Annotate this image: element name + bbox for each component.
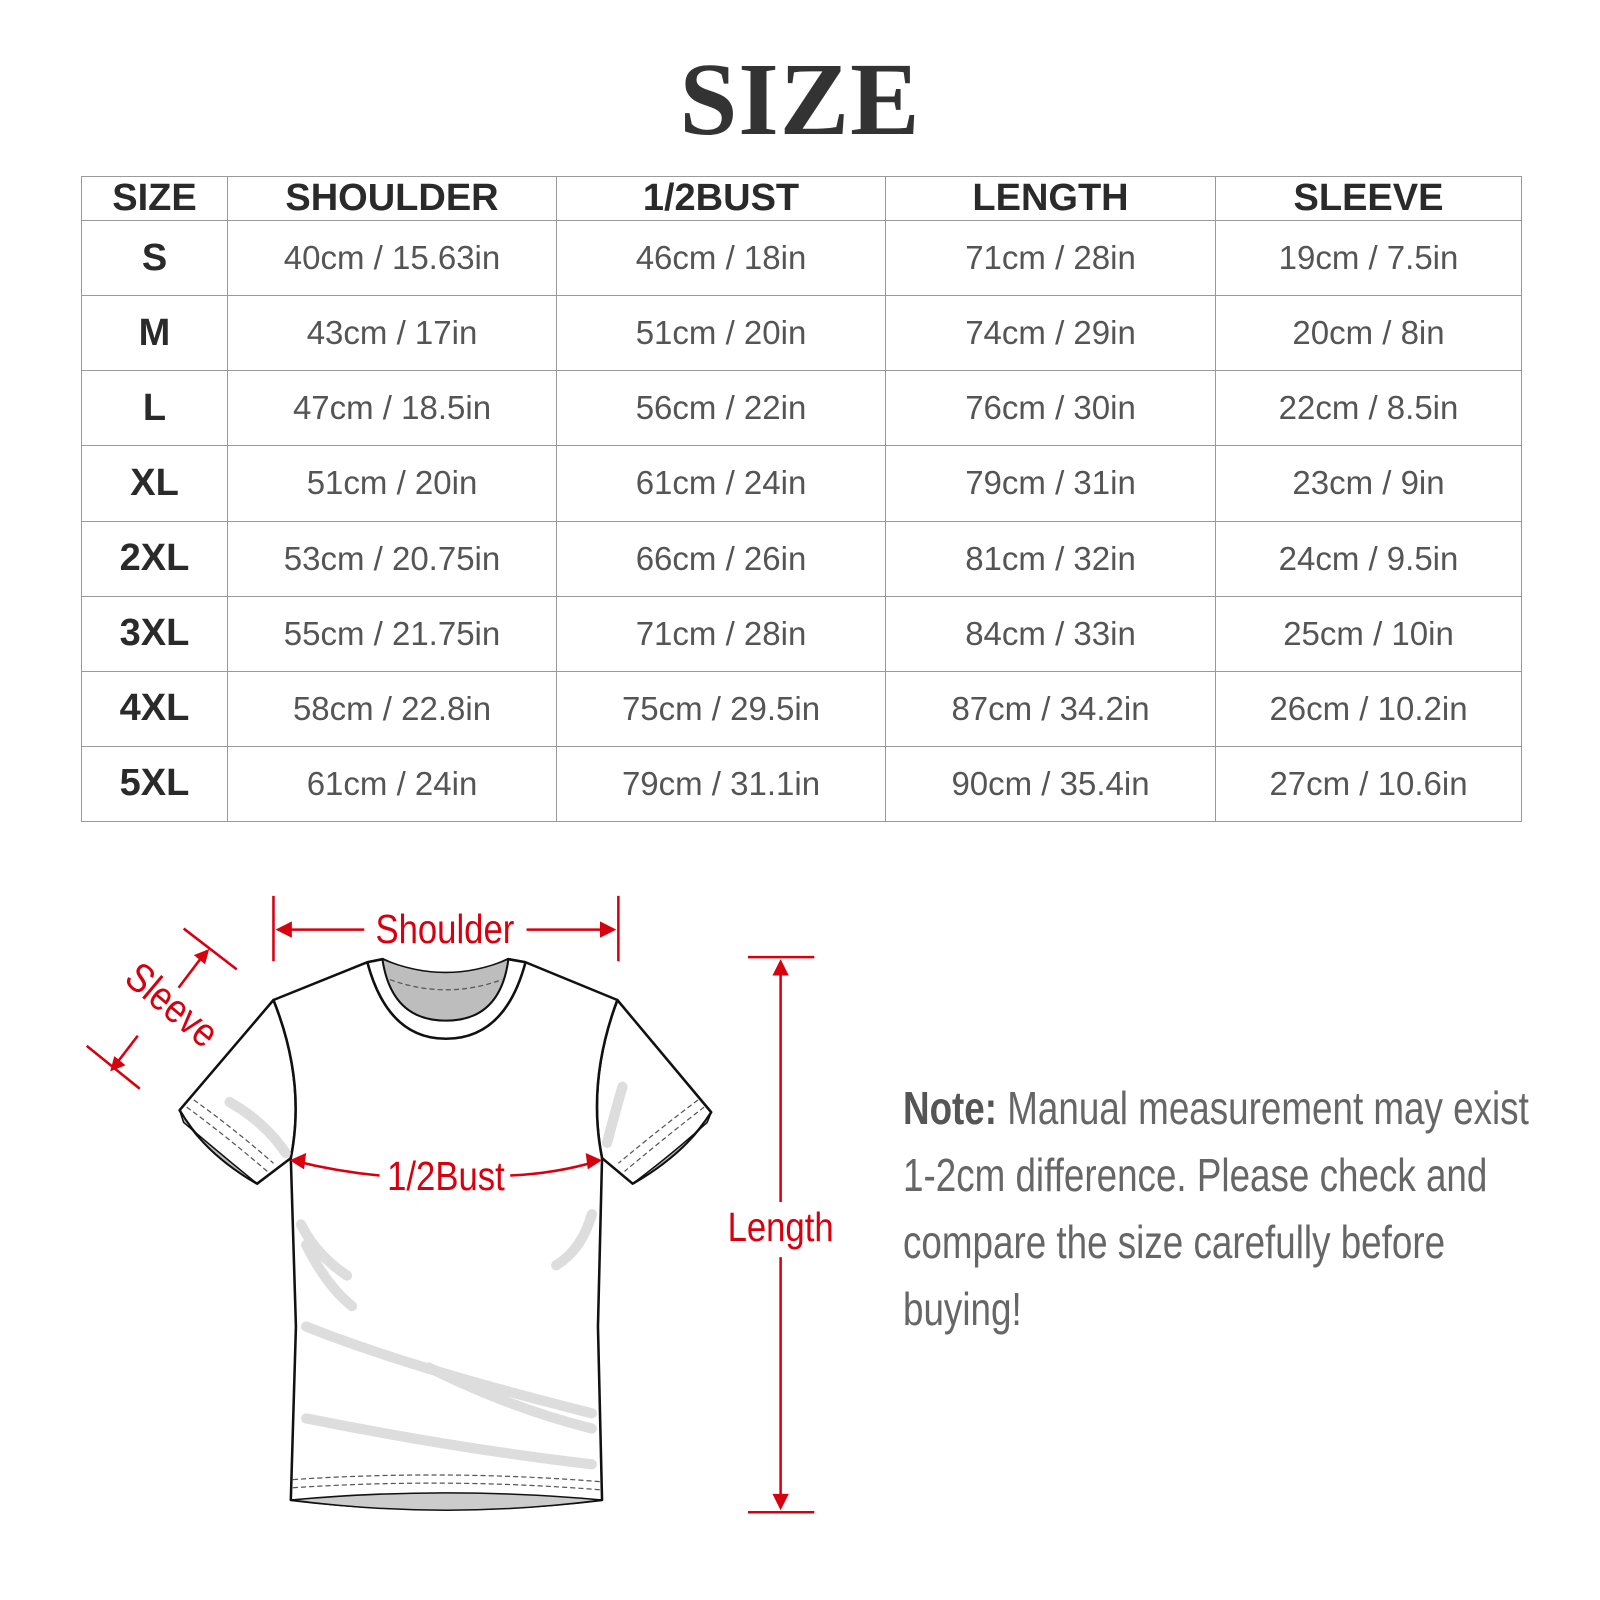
- measurement-cell: 27cm / 10.6in: [1215, 745, 1522, 823]
- measurement-cell: 22cm / 8.5in: [1215, 370, 1522, 447]
- size-cell: S: [81, 219, 228, 297]
- measurement-arrows: [85, 895, 815, 1514]
- shoulder-label: Shoulder: [375, 907, 514, 952]
- note-body: Manual measurement may exist 1-2cm diffe…: [903, 1082, 1529, 1335]
- measurement-cell: 43cm / 17in: [227, 295, 557, 372]
- measurement-cell: 90cm / 35.4in: [885, 745, 1216, 823]
- column-header: LENGTH: [885, 176, 1216, 221]
- measurement-cell: 61cm / 24in: [227, 745, 557, 823]
- measurement-cell: 61cm / 24in: [556, 445, 886, 522]
- measurement-cell: 20cm / 8in: [1215, 295, 1522, 372]
- measurement-cell: 84cm / 33in: [885, 595, 1216, 672]
- column-header: SIZE: [81, 176, 228, 221]
- table-row: 2XL 53cm / 20.75in 66cm / 26in 81cm / 32in 2…: [81, 520, 1522, 597]
- table-row: XL 51cm / 20in 61cm / 24in 79cm / 31in 23cm …: [81, 445, 1522, 522]
- table-row: 5XL 61cm / 24in 79cm / 31.1in 90cm / 35.4in…: [81, 745, 1522, 823]
- measurement-cell: 81cm / 32in: [885, 520, 1216, 597]
- measurement-cell: 46cm / 18in: [556, 219, 886, 297]
- size-cell: 5XL: [81, 745, 228, 823]
- bust-label: 1/2Bust: [387, 1154, 505, 1199]
- size-table: SIZE SHOULDER 1/2BUST LENGTH SLEEVE S 40cm / …: [81, 176, 1522, 823]
- measurement-cell: 19cm / 7.5in: [1215, 219, 1522, 297]
- measurement-cell: 71cm / 28in: [885, 219, 1216, 297]
- measurement-cell: 25cm / 10in: [1215, 595, 1522, 672]
- measurement-cell: 71cm / 28in: [556, 595, 886, 672]
- measurement-cell: 26cm / 10.2in: [1215, 670, 1522, 747]
- length-label: Length: [728, 1205, 834, 1250]
- measurement-cell: 53cm / 20.75in: [227, 520, 557, 597]
- column-header: SLEEVE: [1215, 176, 1522, 221]
- size-cell: L: [81, 370, 228, 447]
- size-cell: 3XL: [81, 595, 228, 672]
- measurement-cell: 24cm / 9.5in: [1215, 520, 1522, 597]
- size-cell: XL: [81, 445, 228, 522]
- column-header: 1/2BUST: [556, 176, 886, 221]
- note-text: Note: Manual measurement may exist 1-2cm…: [903, 1075, 1559, 1343]
- tshirt-illustration: [178, 957, 713, 1511]
- measurement-cell: 75cm / 29.5in: [556, 670, 886, 747]
- size-cell: 4XL: [81, 670, 228, 747]
- measurement-cell: 56cm / 22in: [556, 370, 886, 447]
- measurement-cell: 23cm / 9in: [1215, 445, 1522, 522]
- table-row: S 40cm / 15.63in 46cm / 18in 71cm / 28in 19c…: [81, 219, 1522, 297]
- table-row: 3XL 55cm / 21.75in 71cm / 28in 84cm / 33in 2…: [81, 595, 1522, 672]
- table-row: L 47cm / 18.5in 56cm / 22in 76cm / 30in 22cm…: [81, 370, 1522, 447]
- table-row: 4XL 58cm / 22.8in 75cm / 29.5in 87cm / 34.2…: [81, 670, 1522, 747]
- measurement-cell: 51cm / 20in: [556, 295, 886, 372]
- page-title: SIZE: [679, 42, 921, 157]
- table-row: M 43cm / 17in 51cm / 20in 74cm / 29in 20cm /…: [81, 295, 1522, 372]
- measurement-cell: 51cm / 20in: [227, 445, 557, 522]
- measurement-cell: 79cm / 31.1in: [556, 745, 886, 823]
- measurement-cell: 76cm / 30in: [885, 370, 1216, 447]
- measurement-cell: 55cm / 21.75in: [227, 595, 557, 672]
- measurement-cell: 58cm / 22.8in: [227, 670, 557, 747]
- table-header-row: SIZE SHOULDER 1/2BUST LENGTH SLEEVE: [81, 176, 1522, 221]
- measurement-cell: 66cm / 26in: [556, 520, 886, 597]
- measurement-cell: 40cm / 15.63in: [227, 219, 557, 297]
- size-cell: M: [81, 295, 228, 372]
- note-label: Note:: [903, 1082, 998, 1134]
- measurement-cell: 74cm / 29in: [885, 295, 1216, 372]
